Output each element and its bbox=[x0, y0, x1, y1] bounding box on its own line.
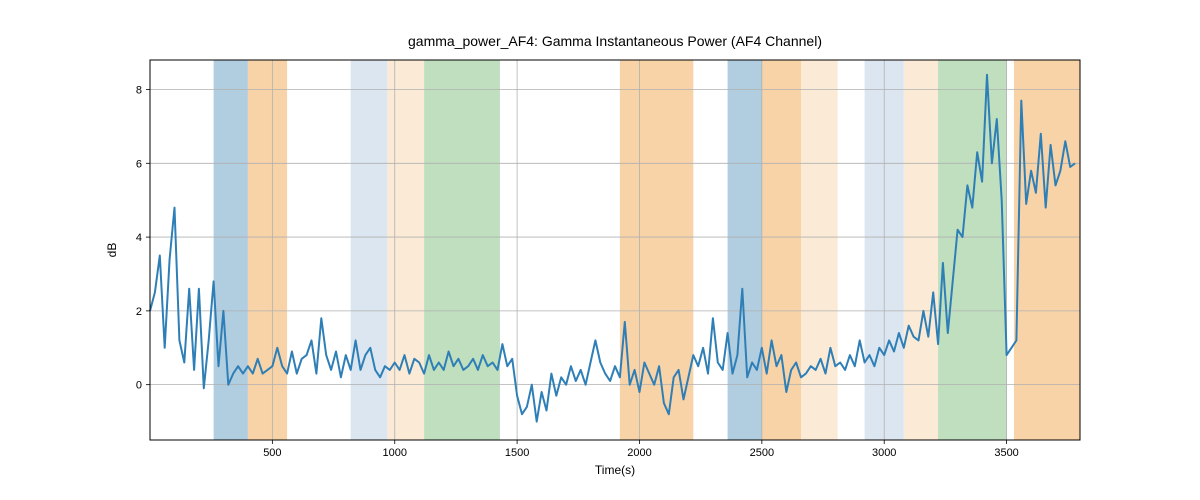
y-tick-label: 8 bbox=[136, 85, 142, 97]
x-tick-label: 1000 bbox=[382, 447, 406, 459]
shaded-band bbox=[938, 60, 1007, 440]
shaded-band bbox=[351, 60, 388, 440]
shaded-band bbox=[248, 60, 287, 440]
x-tick-label: 1500 bbox=[505, 447, 529, 459]
shaded-band bbox=[1014, 60, 1080, 440]
shaded-band bbox=[500, 60, 507, 440]
y-axis-label: dB bbox=[105, 243, 119, 258]
x-tick-label: 3000 bbox=[872, 447, 896, 459]
line-chart: 500 1000 1500 2000 2500 3000 3500 0 2 4 6 8 Time(s) d… bbox=[0, 0, 1200, 500]
x-tick-label: 500 bbox=[263, 447, 281, 459]
y-tick-label: 6 bbox=[136, 158, 142, 170]
x-tick-label: 2000 bbox=[627, 447, 651, 459]
shaded-band bbox=[904, 60, 938, 440]
shaded-band bbox=[801, 60, 838, 440]
shaded-band bbox=[214, 60, 248, 440]
x-tick-label: 2500 bbox=[750, 447, 774, 459]
chart-container: 500 1000 1500 2000 2500 3000 3500 0 2 4 6 8 Time(s) d… bbox=[0, 0, 1200, 500]
x-tick-label: 3500 bbox=[994, 447, 1018, 459]
y-tick-label: 0 bbox=[136, 380, 142, 392]
y-tick-label: 4 bbox=[136, 232, 142, 244]
y-tick-label: 2 bbox=[136, 306, 142, 318]
shaded-band bbox=[762, 60, 801, 440]
chart-title: gamma_power_AF4: Gamma Instantaneous Pow… bbox=[408, 33, 822, 49]
x-axis-label: Time(s) bbox=[595, 463, 635, 477]
shaded-band bbox=[424, 60, 500, 440]
shaded-band bbox=[728, 60, 762, 440]
shaded-band bbox=[387, 60, 424, 440]
